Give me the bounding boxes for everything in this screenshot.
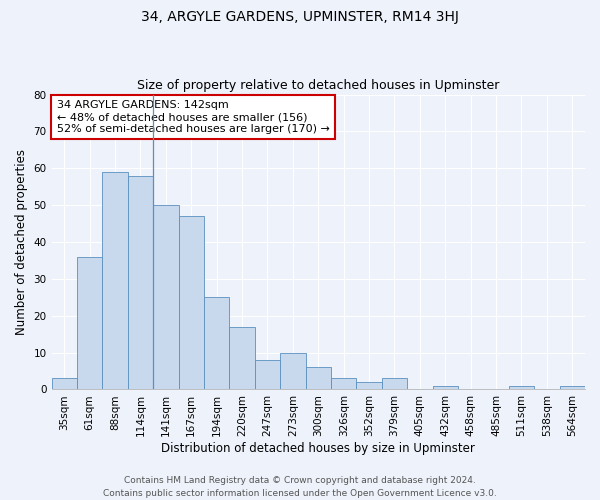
Bar [255, 360, 280, 390]
Bar [52, 378, 77, 390]
Bar [509, 386, 534, 390]
Bar [179, 216, 204, 390]
Bar [356, 382, 382, 390]
Bar [305, 368, 331, 390]
Bar [128, 176, 153, 390]
Text: 34, ARGYLE GARDENS, UPMINSTER, RM14 3HJ: 34, ARGYLE GARDENS, UPMINSTER, RM14 3HJ [141, 10, 459, 24]
X-axis label: Distribution of detached houses by size in Upminster: Distribution of detached houses by size … [161, 442, 475, 455]
Bar [433, 386, 458, 390]
Bar [204, 298, 229, 390]
Bar [560, 386, 585, 390]
Bar [280, 352, 305, 390]
Bar [103, 172, 128, 390]
Bar [382, 378, 407, 390]
Bar [229, 327, 255, 390]
Text: 34 ARGYLE GARDENS: 142sqm
← 48% of detached houses are smaller (156)
52% of semi: 34 ARGYLE GARDENS: 142sqm ← 48% of detac… [57, 100, 330, 134]
Bar [331, 378, 356, 390]
Title: Size of property relative to detached houses in Upminster: Size of property relative to detached ho… [137, 79, 499, 92]
Bar [77, 257, 103, 390]
Text: Contains HM Land Registry data © Crown copyright and database right 2024.
Contai: Contains HM Land Registry data © Crown c… [103, 476, 497, 498]
Y-axis label: Number of detached properties: Number of detached properties [15, 149, 28, 335]
Bar [153, 205, 179, 390]
